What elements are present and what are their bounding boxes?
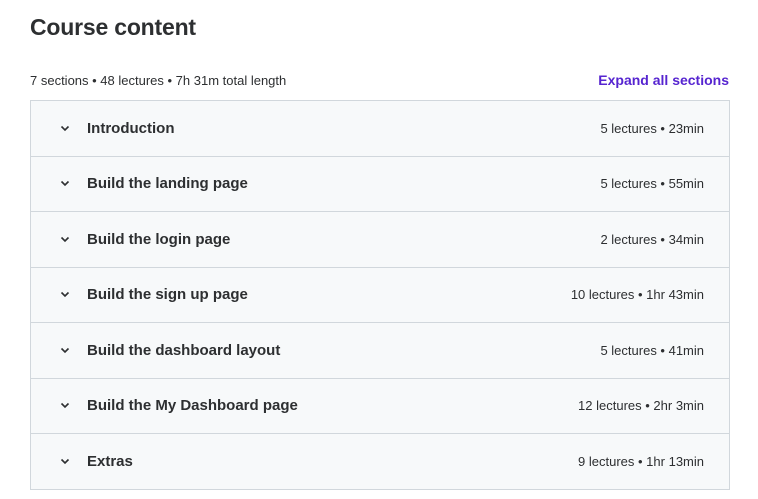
expand-all-sections-button[interactable]: Expand all sections: [598, 72, 729, 88]
section-title: Build the sign up page: [87, 286, 248, 304]
section-title: Introduction: [87, 119, 175, 137]
section-row[interactable]: Extras 9 lectures • 1hr 13min: [31, 434, 729, 490]
chevron-down-icon: [60, 402, 70, 409]
section-info: 5 lectures • 41min: [600, 342, 704, 358]
chevron-down-icon: [60, 180, 70, 187]
section-row[interactable]: Introduction 5 lectures • 23min: [31, 101, 729, 157]
chevron-down-icon: [60, 347, 70, 354]
chevron-down-icon: [60, 291, 70, 298]
chevron-down-icon: [60, 125, 70, 132]
section-info: 5 lectures • 23min: [600, 120, 704, 136]
section-info: 9 lectures • 1hr 13min: [578, 453, 704, 469]
section-title: Build the login page: [87, 230, 231, 248]
section-title: Build the dashboard layout: [87, 341, 281, 359]
section-info: 5 lectures • 55min: [600, 176, 704, 192]
section-row[interactable]: Build the sign up page 10 lectures • 1hr …: [31, 267, 729, 323]
section-title: Extras: [87, 452, 133, 470]
section-row[interactable]: Build the landing page 5 lectures • 55min: [31, 156, 729, 212]
section-row[interactable]: Build the login page 2 lectures • 34min: [31, 212, 729, 268]
section-list: Introduction 5 lectures • 23min Build the…: [30, 100, 730, 490]
course-summary: 7 sections • 48 lectures • 7h 31m total …: [30, 73, 287, 88]
chevron-down-icon: [60, 236, 70, 243]
section-row[interactable]: Build the dashboard layout 5 lectures • 4…: [31, 323, 729, 379]
section-info: 12 lectures • 2hr 3min: [578, 398, 704, 414]
section-info: 10 lectures • 1hr 43min: [570, 287, 704, 303]
section-info: 2 lectures • 34min: [600, 231, 704, 247]
section-row[interactable]: Build the My Dashboard page 12 lectures •…: [31, 378, 729, 434]
page-title: Course content: [30, 14, 196, 40]
section-title: Build the My Dashboard page: [87, 397, 298, 415]
chevron-down-icon: [60, 458, 70, 465]
section-title: Build the landing page: [87, 175, 248, 193]
